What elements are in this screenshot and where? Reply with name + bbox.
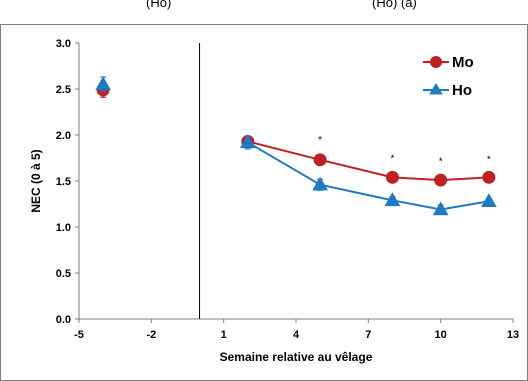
x-tick-label: 1	[221, 329, 227, 341]
series-ho	[95, 76, 497, 216]
x-tick-label: -5	[74, 329, 84, 341]
significance-marker: *	[439, 156, 443, 167]
data-point-mo	[434, 173, 448, 187]
x-tick-label: 13	[507, 329, 519, 341]
chart-frame	[0, 24, 528, 381]
data-point-ho	[384, 192, 401, 207]
x-tick-label: -2	[146, 329, 156, 341]
y-axis-ticks: 0.0 0.5 1.0 1.5 2.0 2.5 3.0	[56, 38, 79, 326]
y-axis-title: NEC (0 à 5)	[29, 149, 43, 212]
legend-marker-ho	[429, 83, 443, 95]
top-fragment-left: (Ho)	[146, 0, 171, 10]
significance-marker: *	[487, 155, 491, 166]
data-point-mo	[482, 170, 496, 184]
x-tick-label: 10	[435, 329, 447, 341]
y-tick-label: 3.0	[56, 38, 71, 50]
top-fragment-right: (Ho) (a)	[372, 0, 417, 10]
x-axis-ticks: -5 -2 1 4 7 10 13	[74, 319, 519, 341]
y-tick-label: 2.0	[56, 130, 71, 142]
data-point-mo	[385, 170, 399, 184]
y-tick-label: 1.5	[56, 176, 71, 188]
legend-label-mo: Mo	[452, 54, 474, 71]
y-tick-label: 2.5	[56, 84, 71, 96]
data-point-ho	[432, 201, 449, 216]
significance-layer: * * * *	[318, 135, 491, 167]
legend-marker-mo	[430, 56, 442, 68]
x-axis-title: Semaine relative au vêlage	[220, 350, 373, 364]
y-tick-label: 0.0	[56, 314, 71, 326]
significance-marker: *	[390, 154, 394, 165]
y-tick-label: 0.5	[56, 268, 71, 280]
significance-marker: *	[318, 135, 322, 146]
y-tick-label: 1.0	[56, 222, 71, 234]
x-tick-label: 7	[365, 329, 371, 341]
series-layer	[95, 76, 497, 216]
data-point-ho	[239, 134, 256, 149]
legend: Mo Ho	[423, 54, 474, 99]
data-point-ho	[481, 193, 497, 207]
legend-label-ho: Ho	[452, 82, 472, 99]
data-point-mo	[313, 153, 327, 167]
data-point-ho	[312, 176, 328, 191]
x-tick-label: 4	[293, 329, 300, 341]
data-point-ho-prepartum	[95, 76, 111, 91]
